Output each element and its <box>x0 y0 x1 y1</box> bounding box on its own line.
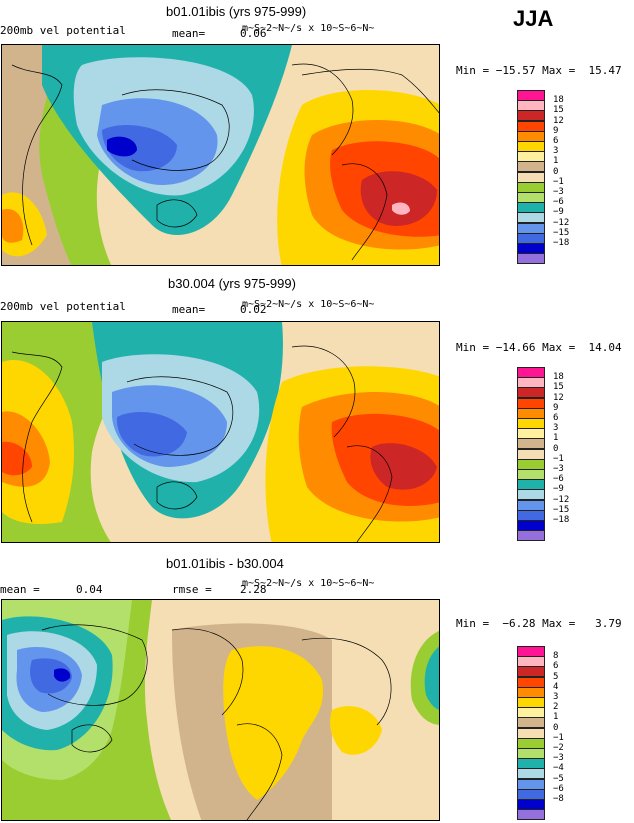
legend-swatch <box>517 530 545 542</box>
panel2-legend: 18 15 12 9 6 3 1 0 −1 −3 −6 −9 −12 −15 −18 <box>517 367 569 542</box>
legend-label: −18 <box>553 238 570 248</box>
legend-label: 6 <box>553 661 559 672</box>
legend-label: 1 <box>553 712 559 723</box>
season-label: JJA <box>513 6 554 31</box>
panel1-mean-value: 0.06 <box>240 27 267 40</box>
panel2-min-max: Min = −14.66 Max = 14.04 <box>456 341 622 354</box>
legend-label: −1 <box>553 176 564 187</box>
legend-label: 2 <box>553 702 559 713</box>
panel3-contour-map <box>2 600 439 820</box>
legend-label: −3 <box>553 753 564 764</box>
panel3-units: m~S~2~N~/s x 10~S~6~N~ <box>242 578 375 589</box>
panel1-units: m~S~2~N~/s x 10~S~6~N~ <box>242 23 375 34</box>
legend-label: 3 <box>553 146 559 157</box>
legend-label: 12 <box>553 392 564 403</box>
legend-label: −3 <box>553 187 564 197</box>
panel3-map <box>1 599 440 821</box>
legend-label: −8 <box>553 794 564 804</box>
panel3-legend: 8 6 5 4 3 2 1 0 −1 −2 −3 −4 −5 −6 −8 <box>517 646 564 821</box>
panel1-variable: 200mb vel potential <box>0 24 126 37</box>
panel1-contour-map <box>2 45 439 265</box>
panel2-variable: 200mb vel potential <box>0 300 126 313</box>
legend-label: 12 <box>553 115 564 126</box>
legend-label: 0 <box>553 166 559 177</box>
legend-label: −6 <box>553 783 564 794</box>
legend-label: −12 <box>553 217 570 228</box>
panel3-title: b01.01ibis - b30.004 <box>166 556 284 571</box>
legend-label: 5 <box>553 671 559 682</box>
panel2-map <box>1 321 440 543</box>
legend-label: −3 <box>553 464 564 474</box>
legend-label: −1 <box>553 732 564 743</box>
legend-label: −1 <box>553 453 564 464</box>
legend-label: 6 <box>553 136 559 146</box>
panel2-mean-value: 0.02 <box>240 303 267 316</box>
panel1-min-max: Min = −15.57 Max = 15.47 <box>456 64 622 77</box>
panel3-mean-label: mean = <box>0 583 40 596</box>
legend-swatch <box>517 253 545 265</box>
legend-label: 3 <box>553 692 559 702</box>
panel2-mean-label: mean= <box>172 303 206 316</box>
panel1-legend: 18 15 12 9 6 3 1 0 −1 −3 −6 −9 −12 −15 −18 <box>517 90 569 265</box>
panel3-mean-value: 0.04 <box>76 583 103 596</box>
panel3-rmse-label: rmse = <box>172 583 212 596</box>
legend-label: 0 <box>553 443 559 454</box>
legend-label: 9 <box>553 125 559 136</box>
legend-label: −9 <box>553 484 564 495</box>
legend-label: −6 <box>553 197 564 208</box>
legend-label: −18 <box>553 515 570 525</box>
legend-label: 4 <box>553 681 559 692</box>
legend-label: −12 <box>553 494 570 505</box>
panel2-contour-map <box>2 322 439 542</box>
legend-label: −5 <box>553 773 564 784</box>
legend-label: 15 <box>553 105 564 116</box>
panel1-map <box>1 44 440 266</box>
legend-label: −2 <box>553 743 564 753</box>
legend-label: −15 <box>553 227 570 238</box>
legend-label: 0 <box>553 722 559 733</box>
legend-label: −15 <box>553 504 570 515</box>
panel2-title: b30.004 (yrs 975-999) <box>168 276 296 291</box>
panel1-title: b01.01ibis (yrs 975-999) <box>166 4 307 19</box>
legend-label: 18 <box>553 372 564 383</box>
legend-label: 9 <box>553 402 559 413</box>
legend-label: −9 <box>553 207 564 218</box>
legend-label: −4 <box>553 763 564 774</box>
panel1-mean-label: mean= <box>172 27 206 40</box>
legend-swatch <box>517 809 545 821</box>
legend-label: 6 <box>553 413 559 423</box>
legend-label: 8 <box>553 651 559 662</box>
panel2-units: m~S~2~N~/s x 10~S~6~N~ <box>242 299 375 310</box>
legend-label: 3 <box>553 423 559 434</box>
legend-label: 18 <box>553 95 564 106</box>
legend-label: −6 <box>553 474 564 485</box>
legend-label: 1 <box>553 433 559 444</box>
legend-label: 15 <box>553 382 564 393</box>
legend-label: 1 <box>553 156 559 167</box>
panel3-min-max: Min = −6.28 Max = 3.79 <box>456 617 622 630</box>
panel3-rmse-value: 2.28 <box>240 583 267 596</box>
